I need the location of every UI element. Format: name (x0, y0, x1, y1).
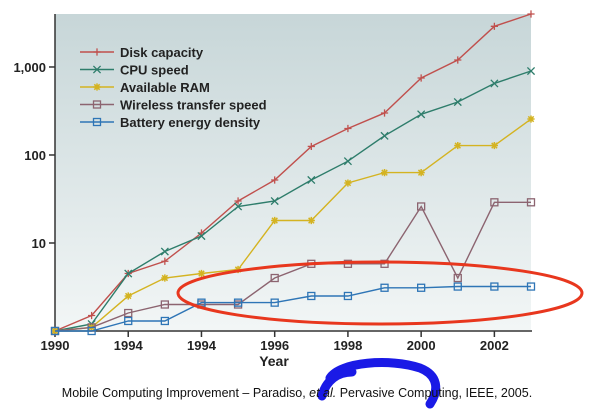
data-point (270, 298, 279, 307)
data-point (343, 157, 352, 166)
data-point (380, 283, 389, 292)
data-point (161, 274, 169, 282)
series-line (54, 118, 532, 332)
data-point (380, 259, 389, 268)
legend-item: Available RAM (80, 80, 210, 95)
caption-part2: Pervasive Computing, IEEE, 2005. (336, 386, 533, 400)
series-line (54, 201, 531, 332)
legend-item: CPU speed (80, 63, 189, 78)
series-line (54, 13, 532, 332)
legend-item: Wireless transfer speed (80, 98, 267, 113)
data-point (124, 308, 133, 318)
series-line (55, 285, 531, 332)
data-point (527, 115, 535, 123)
legend-marker (93, 83, 101, 91)
data-point (270, 196, 279, 206)
caption-italic: et al. (309, 386, 337, 400)
data-point (343, 291, 353, 301)
y-tick-label: 10 (32, 236, 46, 251)
scribble-annotation (317, 358, 441, 409)
data-point (87, 326, 96, 336)
legend-label: Battery energy density (120, 115, 261, 130)
data-point (197, 269, 206, 278)
data-point (233, 298, 243, 307)
data-point (526, 282, 536, 291)
data-point (417, 169, 425, 177)
legend-marker (92, 117, 102, 127)
data-point (453, 273, 462, 283)
data-point (234, 202, 243, 211)
data-point (160, 247, 169, 256)
data-point (344, 179, 352, 187)
y-tick-label: 1,000 (13, 60, 46, 75)
data-point (453, 97, 462, 107)
series-line (54, 70, 532, 332)
legend-marker (93, 48, 101, 56)
legend-marker (92, 100, 102, 109)
data-point (161, 257, 169, 265)
legend-label: Disk capacity (120, 45, 204, 60)
data-point (453, 282, 462, 291)
data-point (271, 176, 279, 184)
x-tick-label: 1996 (260, 338, 289, 353)
data-point (417, 110, 426, 119)
data-point (490, 198, 499, 207)
data-point (124, 269, 133, 278)
data-point (417, 74, 425, 82)
data-point (344, 124, 352, 133)
data-point (160, 316, 169, 326)
data-point (380, 131, 389, 140)
data-point (124, 316, 133, 326)
highlight-ellipse (176, 260, 584, 326)
data-point (526, 198, 536, 207)
legend-marker (92, 65, 102, 74)
data-point (160, 300, 169, 309)
x-tick-label: 2000 (407, 338, 436, 353)
data-point (417, 283, 426, 292)
data-point (380, 169, 389, 177)
figure-caption: Mobile Computing Improvement – Paradiso,… (0, 386, 594, 400)
plot-area (55, 14, 531, 330)
data-point (307, 175, 316, 185)
data-point (307, 216, 315, 225)
data-point (454, 56, 462, 64)
data-point (490, 22, 498, 30)
x-tick-label: 1994 (114, 338, 144, 353)
data-point (490, 79, 499, 88)
legend-label: Available RAM (120, 80, 210, 95)
y-tick-label: 100 (24, 148, 46, 163)
caption-part1: Mobile Computing Improvement – Paradiso, (61, 386, 310, 400)
data-point (50, 326, 60, 336)
x-tick-label: 1998 (333, 338, 362, 353)
data-point (454, 141, 462, 150)
data-point (124, 292, 132, 300)
data-point (234, 197, 242, 205)
x-tick-label: 1994 (187, 338, 217, 353)
data-point (380, 109, 389, 117)
legend-label: Wireless transfer speed (120, 98, 267, 113)
legend-item: Disk capacity (80, 45, 204, 60)
data-point (307, 291, 316, 301)
data-point (490, 141, 498, 150)
data-point (270, 273, 279, 283)
x-axis-label: Year (259, 353, 289, 369)
data-point (197, 231, 206, 241)
data-point (490, 282, 499, 291)
series-4 (50, 282, 536, 336)
data-point (88, 311, 96, 320)
data-point (526, 66, 536, 76)
data-point (271, 216, 279, 225)
data-point (417, 202, 426, 211)
data-point (527, 10, 535, 18)
legend-label: CPU speed (120, 63, 189, 78)
x-tick-label: 1990 (41, 338, 70, 353)
data-point (307, 142, 315, 151)
legend-item: Battery energy density (80, 115, 261, 130)
x-tick-label: 2002 (480, 338, 509, 353)
